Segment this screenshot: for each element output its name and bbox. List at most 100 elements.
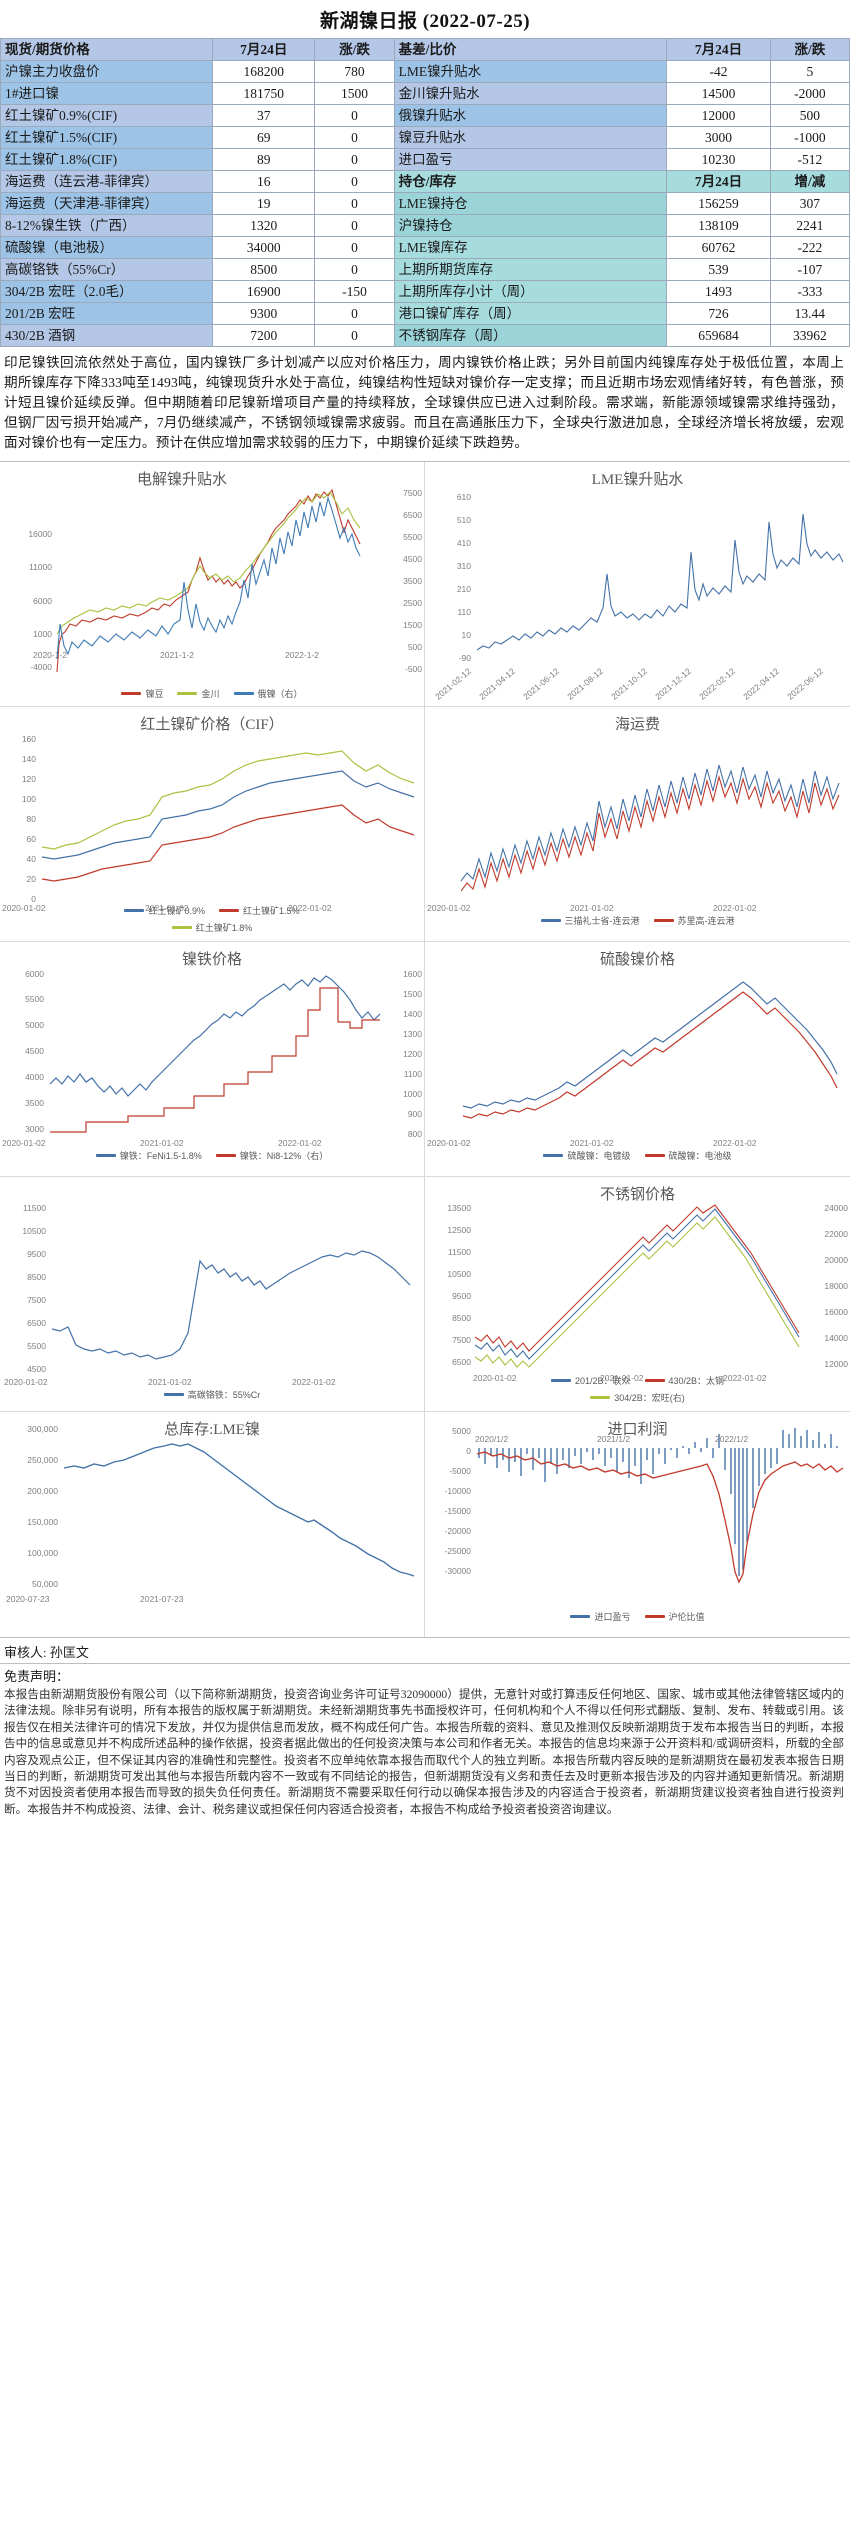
y-tick-right: 1300 [403,1029,422,1039]
y-tick-right: 1400 [403,1009,422,1019]
chart-title: 海运费 [614,717,660,733]
plot-area [474,1204,800,1368]
table-row: 硫酸镍（电池极） 34000 0 LME镍库存 60762 -222 [0,236,850,259]
nickel-daily-report-page: 新湖镍日报 (2022-07-25) 现货/期货价格 7月24日 涨/跌 基差/… [0,11,850,1816]
legend-swatch-icon [121,692,142,695]
plot-area [49,975,381,1133]
row-change: -333 [769,280,850,303]
row-label: 1#进口镍 [0,82,214,105]
y-tick-left: 10 [461,630,471,640]
legend-label: 红土镍矿1.8% [195,923,253,933]
y-tick-left: 250,000 [27,1455,58,1465]
header-spot-futures: 现货/期货价格 [0,38,214,61]
y-tick-left: -20000 [444,1526,471,1536]
x-tick: 2022-01-02 [288,903,332,913]
row-change: 0 [314,258,395,281]
y-tick-right: 20000 [824,1255,848,1265]
y-tick-right: 14000 [824,1333,848,1343]
row-value: 9300 [212,302,316,325]
legend-swatch-icon [644,1379,665,1382]
y-tick-left: 10500 [22,1226,46,1236]
chart-lme-inventory: 总库存:LME镍 300,000 250,000 200,000 150,000… [0,1412,425,1637]
legend-item: 硫酸镍：电镀级 [543,1149,631,1162]
row-label: 海运费（天津港-菲律宾） [0,192,214,215]
row-change: 0 [314,104,395,127]
table-row: 红土镍矿1.8%(CIF) 89 0 进口盈亏 10230 -512 [0,148,850,171]
legend-label: 红土镍矿0.9% [148,906,205,916]
row-label: 港口镍矿库存（周） [393,302,668,325]
legend-label: 硫酸镍：电镀级 [567,1151,631,1161]
row-label: 沪镍持仓 [393,214,668,237]
legend-swatch-icon [644,1615,665,1618]
legend-swatch-icon [215,1154,236,1157]
table-row: 8-12%镍生铁（广西） 1320 0 沪镍持仓 138109 2241 [0,214,850,237]
row-value: 156259 [666,192,771,215]
legend-swatch-icon [233,692,254,695]
y-tick-right: 900 [407,1109,422,1119]
chart-legend: 镍铁：FeNi1.5-1.8% 镍铁：Ni8-12%（右） [0,1149,424,1162]
y-tick-left: 3500 [25,1098,44,1108]
y-tick-left: 12500 [447,1225,471,1235]
x-tick: 2020-1-2 [33,650,68,660]
legend-item: 沪伦比值 [644,1610,705,1623]
y-tick-right: 500 [407,642,422,652]
row-value: 3000 [666,126,771,149]
table-subheader-row: 海运费（连云港-菲律宾） 16 0 持仓/库存 7月24日 增/减 [0,170,850,193]
y-tick-left: 0 [466,1446,471,1456]
y-tick-left: 4500 [27,1364,46,1374]
row-change: 0 [314,192,395,215]
y-tick-right: 4500 [403,554,422,564]
y-tick-left: 510 [456,515,471,525]
chart-legend: 红土镍矿0.9% 红土镍矿1.5% [0,904,424,917]
header-delta-inventory: 增/减 [769,170,850,193]
row-change: 0 [314,324,395,347]
row-label: 上期所库存小计（周） [393,280,668,303]
row-change: -512 [769,148,850,171]
table-header-row: 现货/期货价格 7月24日 涨/跌 基差/比价 7月24日 涨/跌 [0,38,850,61]
disclaimer-text: 本报告由新湖期货股份有限公司（以下简称新湖期货，投资咨询业务许可证号320900… [4,1688,844,1816]
legend-label: 金川 [201,689,220,699]
row-change: 780 [314,60,395,83]
row-value: 8500 [212,258,316,281]
y-tick-left: 10500 [447,1269,471,1279]
legend-label: 430/2B：太钢 [668,1376,725,1386]
plot-area [476,513,844,651]
row-label: 俄镍升贴水 [393,104,668,127]
y-tick-left: 120 [21,774,36,784]
x-tick: 2021-08-12 [565,666,605,702]
table-row: 红土镍矿1.5%(CIF) 69 0 镍豆升贴水 3000 -1000 [0,126,850,149]
y-tick-left: 8500 [27,1272,46,1282]
row-value: 16900 [212,280,316,303]
y-tick-left: 7500 [452,1335,471,1345]
y-tick-left: 80 [26,814,36,824]
y-tick-right: 18000 [824,1281,848,1291]
x-tick: 2022-1-2 [285,650,320,660]
legend-label: 硫酸镍：电池级 [668,1151,732,1161]
row-change: 0 [314,170,395,193]
x-tick: 2022-01-02 [292,1377,336,1387]
y-tick-left: 1000 [33,629,52,639]
y-tick-left: 6500 [27,1318,46,1328]
x-tick: 2021-12-12 [653,666,693,702]
legend-item: 俄镍（右） [233,687,303,700]
x-tick: 2022-01-02 [723,1373,767,1383]
chart-laterite-ore-cif: 红土镍矿价格（CIF） 160 140 120 100 80 60 40 20 … [0,707,425,942]
row-value: 89 [212,148,316,171]
chart-legend: 硫酸镍：电镀级 硫酸镍：电池级 [425,1149,850,1162]
row-change: -150 [314,280,395,303]
y-tick-left: 9500 [27,1249,46,1259]
x-tick: 2021-07-23 [140,1594,184,1604]
row-value: 34000 [212,236,316,259]
page-title: 新湖镍日报 (2022-07-25) [319,11,531,32]
y-tick-left: 8500 [452,1313,471,1323]
header-date-inventory: 7月24日 [666,170,771,193]
chart-nickel-pig-iron: 镍铁价格 6000 5500 5000 4500 4000 3500 3000 … [0,942,425,1177]
y-tick-left: 60 [26,834,36,844]
legend-swatch-icon [219,909,239,912]
y-tick-left: 6000 [25,969,44,979]
y-tick-left: 100,000 [27,1548,58,1558]
legend-item: 红土镍矿0.9% [124,904,205,917]
y-tick-left: 6000 [33,596,52,606]
legend-label: 304/2B：宏旺(右) [614,1393,685,1403]
row-value: 181750 [212,82,316,105]
